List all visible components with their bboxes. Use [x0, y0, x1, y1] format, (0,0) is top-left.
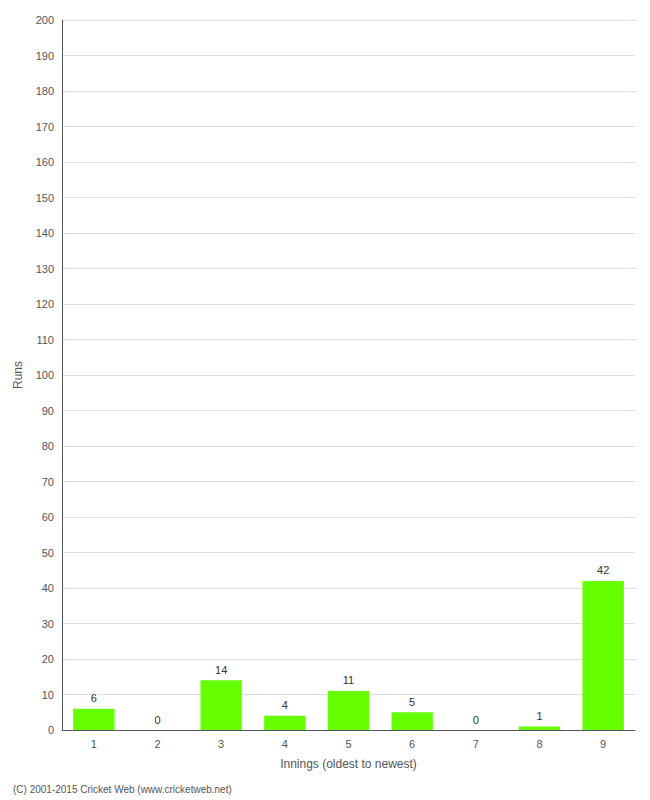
svg-text:6: 6	[409, 738, 415, 750]
svg-text:100: 100	[36, 369, 54, 381]
svg-text:130: 130	[36, 263, 54, 275]
svg-text:190: 190	[36, 50, 54, 62]
svg-text:170: 170	[36, 121, 54, 133]
svg-text:1: 1	[536, 710, 542, 722]
svg-text:42: 42	[597, 564, 609, 576]
svg-text:70: 70	[42, 476, 54, 488]
svg-text:4: 4	[282, 738, 288, 750]
svg-text:120: 120	[36, 298, 54, 310]
svg-text:160: 160	[36, 156, 54, 168]
svg-text:Innings (oldest to newest): Innings (oldest to newest)	[280, 757, 417, 771]
svg-text:3: 3	[218, 738, 224, 750]
svg-text:180: 180	[36, 85, 54, 97]
svg-text:80: 80	[42, 440, 54, 452]
svg-text:0: 0	[48, 724, 54, 736]
svg-text:50: 50	[42, 547, 54, 559]
svg-text:110: 110	[36, 334, 54, 346]
svg-text:4: 4	[282, 699, 288, 711]
svg-text:11: 11	[343, 674, 354, 686]
svg-text:(C) 2001-2015 Cricket Web (www: (C) 2001-2015 Cricket Web (www.cricketwe…	[13, 784, 232, 795]
svg-text:8: 8	[536, 738, 542, 750]
svg-text:200: 200	[36, 14, 54, 26]
svg-text:5: 5	[345, 738, 351, 750]
svg-text:0: 0	[154, 714, 160, 726]
svg-text:5: 5	[409, 696, 415, 708]
svg-text:6: 6	[91, 692, 97, 704]
svg-text:0: 0	[473, 714, 479, 726]
svg-text:20: 20	[42, 653, 54, 665]
svg-text:10: 10	[42, 689, 54, 701]
svg-text:2: 2	[154, 738, 160, 750]
svg-text:40: 40	[42, 582, 54, 594]
svg-text:1: 1	[91, 738, 97, 750]
svg-text:60: 60	[42, 511, 54, 523]
svg-text:30: 30	[42, 618, 54, 630]
svg-text:7: 7	[473, 738, 479, 750]
svg-text:140: 140	[36, 227, 54, 239]
svg-text:Runs: Runs	[11, 361, 25, 389]
svg-text:9: 9	[600, 738, 606, 750]
svg-text:14: 14	[215, 664, 227, 676]
svg-text:150: 150	[36, 192, 54, 204]
svg-text:90: 90	[42, 405, 54, 417]
